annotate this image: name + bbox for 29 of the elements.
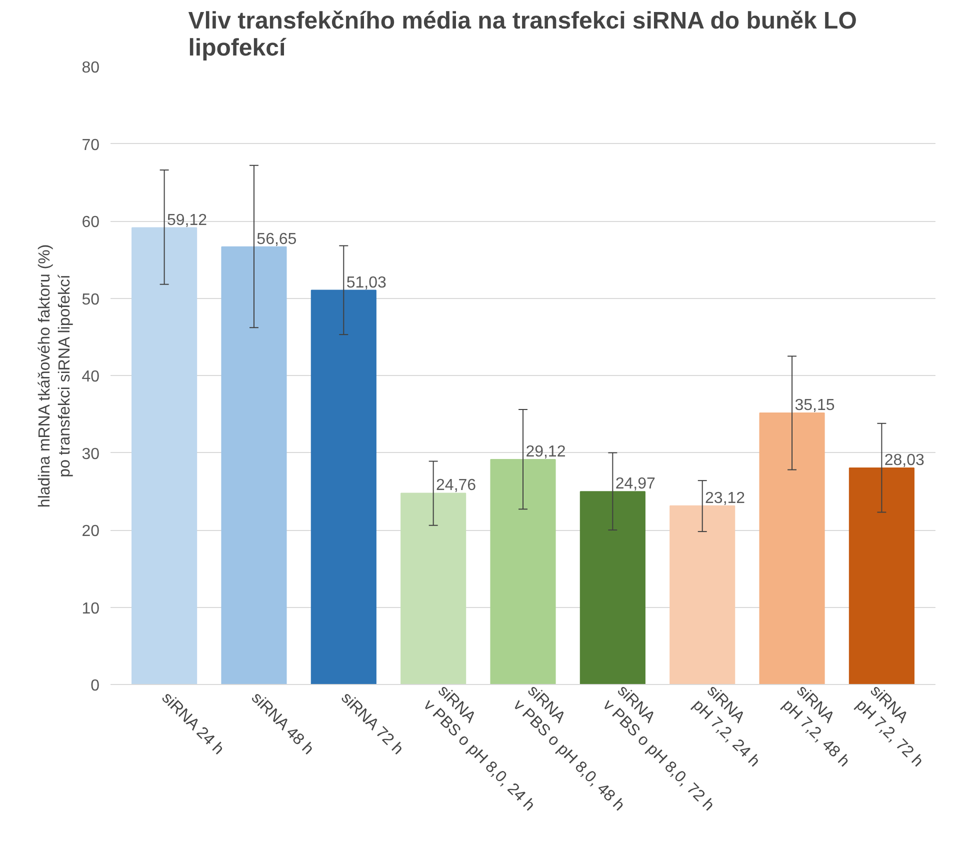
y-tick-label: 60 — [82, 214, 100, 231]
bar — [848, 467, 914, 684]
bar — [490, 459, 556, 684]
data-label: 24,76 — [436, 477, 476, 494]
bar — [400, 492, 466, 684]
chart-title: Vliv transfekčního média na transfekci siRNA do buněk LO lipofekcí — [188, 8, 857, 62]
y-tick-label: 10 — [82, 600, 100, 618]
y-tick-label: 30 — [82, 446, 100, 463]
bar — [580, 491, 646, 684]
bar — [670, 505, 736, 684]
data-label: 29,12 — [526, 444, 566, 461]
data-label: 28,03 — [884, 452, 925, 469]
data-label: 23,12 — [705, 490, 746, 507]
y-axis-title: hladina mRNA tkáňového faktoru (%) po transfekci siRNA lipofekcí — [36, 244, 74, 508]
y-tick-label: 70 — [82, 136, 100, 154]
bar — [759, 412, 825, 684]
data-label: 51,03 — [346, 274, 386, 292]
data-label: 24,97 — [615, 476, 656, 493]
bar — [310, 290, 376, 684]
bar — [221, 246, 287, 684]
y-tick-label: 20 — [82, 523, 100, 540]
y-tick-label: 80 — [82, 60, 100, 76]
data-label: 59,12 — [166, 212, 208, 229]
data-label: 35,15 — [794, 396, 835, 414]
y-tick-label: 50 — [82, 291, 100, 308]
y-tick-label: 40 — [82, 368, 100, 386]
y-tick-label: 0 — [90, 678, 100, 694]
bar — [132, 227, 198, 684]
data-label: 56,65 — [256, 230, 297, 248]
